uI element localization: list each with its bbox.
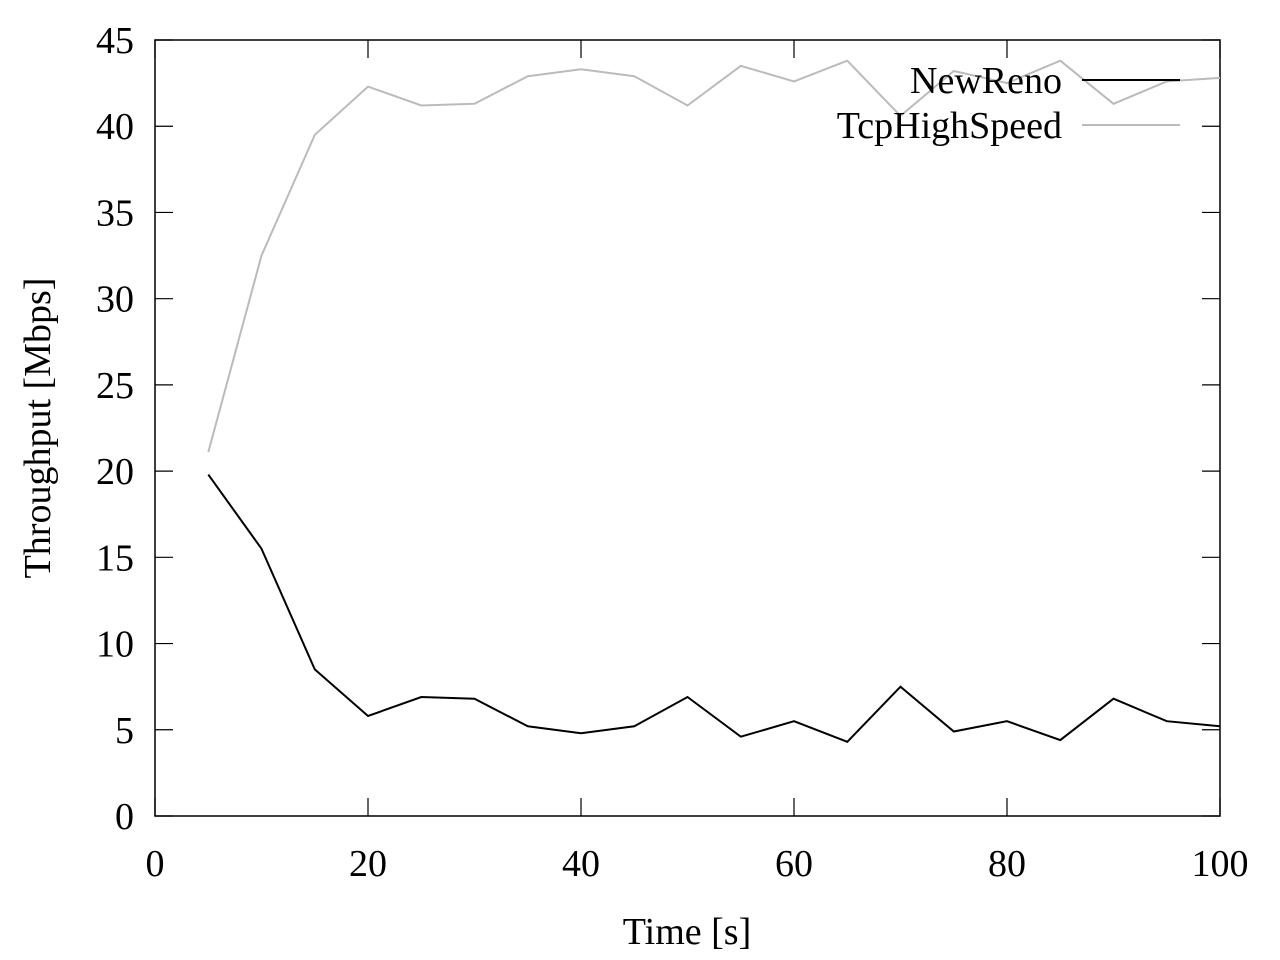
legend-label-tcphighspeed: TcpHighSpeed: [837, 105, 1062, 147]
x-tick-label: 60: [775, 843, 813, 885]
series-line-tcphighspeed: [207, 59, 1221, 453]
x-tick-label: 40: [562, 843, 600, 885]
y-axis-label: Throughput [Mbps]: [17, 278, 59, 579]
y-tick-label: 0: [115, 796, 134, 838]
y-tick-label: 30: [96, 279, 134, 321]
y-tick-label: 40: [96, 106, 134, 148]
legend-label-newreno: NewReno: [910, 60, 1062, 102]
axis-ticks: 0 20 40 60 80 100 0 5 10 15 20 25 30 35 40 45: [96, 20, 1249, 885]
series-layer: [207, 59, 1221, 743]
y-tick-label: 20: [96, 451, 134, 493]
y-tick-label: 10: [96, 624, 134, 666]
x-tick-label: 0: [146, 843, 165, 885]
series-line-newreno: [207, 474, 1221, 743]
plot-frame: [154, 39, 1221, 817]
y-tick-label: 45: [96, 20, 134, 62]
x-tick-label: 100: [1192, 843, 1249, 885]
x-tick-label: 20: [349, 843, 387, 885]
x-axis-label: Time [s]: [623, 911, 751, 953]
x-tick-label: 80: [988, 843, 1026, 885]
y-tick-label: 35: [96, 192, 134, 234]
y-tick-label: 15: [96, 537, 134, 579]
y-tick-label: 25: [96, 365, 134, 407]
y-tick-label: 5: [115, 710, 134, 752]
